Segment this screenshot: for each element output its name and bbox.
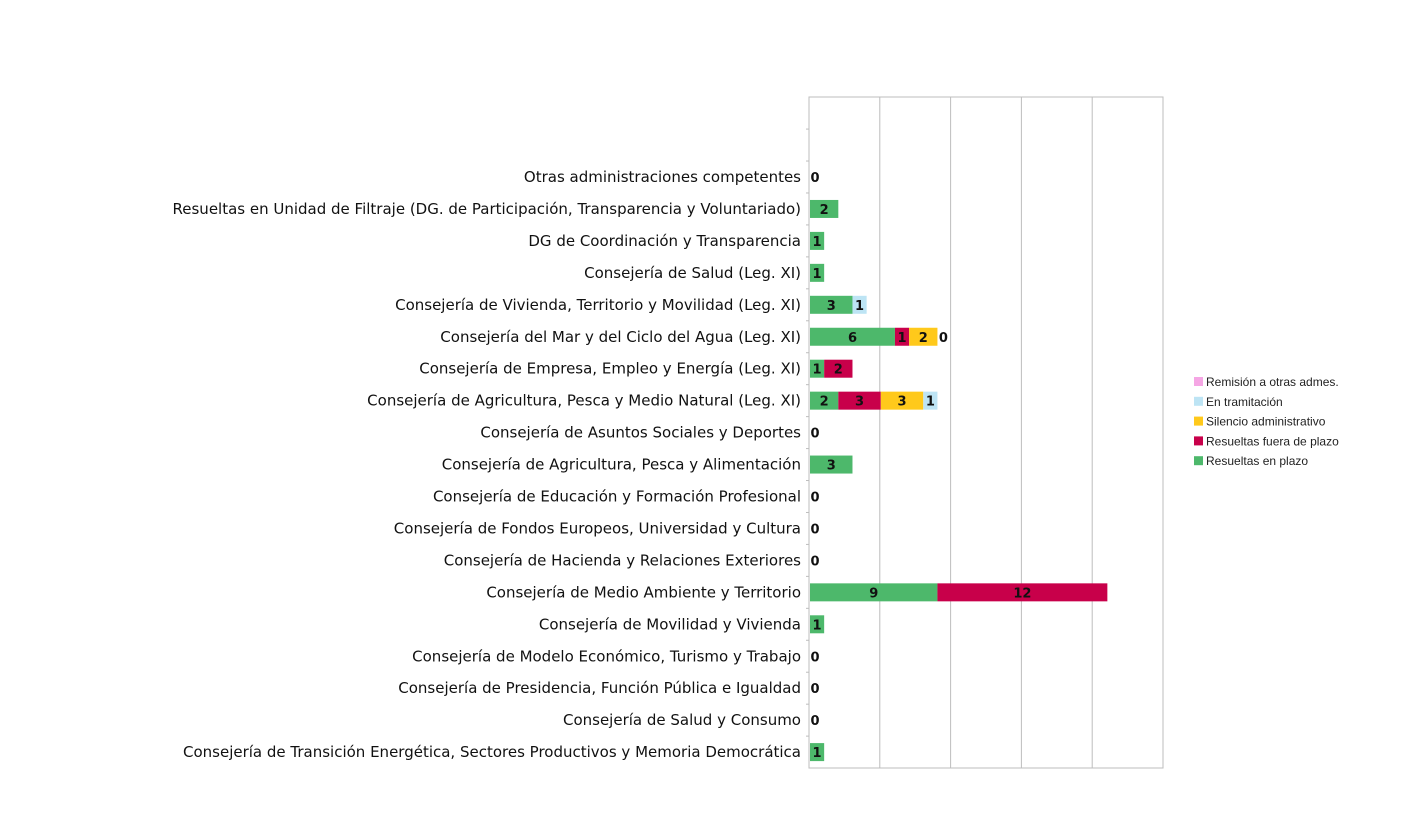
category-label: Consejería de Transición Energética, Sec… <box>183 743 801 761</box>
bar-segment <box>810 295 853 314</box>
bar-segment <box>810 455 853 474</box>
data-label: 3 <box>855 395 864 410</box>
category-label: Consejería de Fondos Europeos, Universid… <box>394 519 801 537</box>
category-labels: Otras administraciones competentes Resuel… <box>173 168 802 761</box>
data-label: 3 <box>898 395 907 410</box>
category-label: Consejería de Educación y Formación Prof… <box>433 488 801 506</box>
bar-segment <box>810 263 825 282</box>
data-label: 1 <box>926 395 935 410</box>
bar-segment <box>810 583 938 602</box>
grid <box>806 96 1164 769</box>
bar-segment <box>810 359 825 378</box>
data-label: 0 <box>810 650 819 665</box>
data-label: 0 <box>810 522 819 537</box>
data-label: 0 <box>810 491 819 506</box>
bar-segment <box>810 231 825 250</box>
data-label: 0 <box>810 171 819 186</box>
bar-segment <box>810 391 839 410</box>
category-label: Consejería de Agricultura, Pesca y Alime… <box>442 456 801 474</box>
data-label: 0 <box>810 714 819 729</box>
legend-swatch <box>1194 377 1203 386</box>
data-label: 1 <box>898 331 907 346</box>
data-label: 0 <box>810 427 819 442</box>
category-label: Consejería de Presidencia, Función Públi… <box>398 679 801 697</box>
data-label: 1 <box>813 267 822 282</box>
data-label: 1 <box>813 618 822 633</box>
bar-segment <box>909 327 938 346</box>
data-label: 2 <box>820 203 829 218</box>
bar-segment <box>937 583 1108 602</box>
bars <box>810 199 1108 762</box>
plot-frame <box>808 96 1164 769</box>
bar-segment <box>810 199 839 218</box>
bar-segment <box>810 327 895 346</box>
data-label: 1 <box>813 235 822 250</box>
bar-segment <box>810 743 825 762</box>
data-label: 2 <box>820 395 829 410</box>
data-label: 2 <box>834 363 843 378</box>
category-label: DG de Coordinación y Transparencia <box>528 232 801 250</box>
category-label: Otras administraciones competentes <box>524 168 801 186</box>
data-label: 0 <box>810 682 819 697</box>
data-label: 1 <box>813 363 822 378</box>
legend-label: Silencio administrativo <box>1206 415 1326 429</box>
legend-swatch <box>1194 456 1203 466</box>
category-label: Consejería de Agricultura, Pesca y Medio… <box>367 392 801 410</box>
data-label: 3 <box>827 299 836 314</box>
category-label: Consejería de Hacienda y Relaciones Exte… <box>444 551 801 569</box>
data-label: 2 <box>919 331 928 346</box>
bar-segment <box>824 359 853 378</box>
legend-label: Remisión a otras admes. <box>1206 375 1339 389</box>
legend-label: En tramitación <box>1206 395 1283 409</box>
data-label: 0 <box>939 331 948 346</box>
data-label: 1 <box>813 746 822 761</box>
category-label: Consejería de Modelo Económico, Turismo … <box>412 647 801 665</box>
category-label: Consejería de Asuntos Sociales y Deporte… <box>480 424 801 442</box>
bar-segment <box>810 615 825 634</box>
data-label: 3 <box>827 459 836 474</box>
bar-segment <box>923 391 938 410</box>
bar-segment <box>838 391 881 410</box>
legend: Remisión a otras admes. En tramitación Sil… <box>1194 375 1339 468</box>
data-label: 6 <box>848 331 857 346</box>
bar-segment <box>894 327 910 346</box>
bar-segment <box>852 295 867 314</box>
legend-swatch <box>1194 396 1203 406</box>
legend-label: Resueltas fuera de plazo <box>1206 434 1339 448</box>
category-label: Resueltas en Unidad de Filtraje (DG. de … <box>173 200 801 218</box>
category-label: Consejería de Movilidad y Vivienda <box>539 615 801 633</box>
data-label: 9 <box>869 586 878 601</box>
category-label: Consejería del Mar y del Ciclo del Agua … <box>440 328 801 346</box>
data-label: 1 <box>855 299 864 314</box>
category-label: Consejería de Salud y Consumo <box>563 711 801 729</box>
legend-swatch <box>1194 416 1203 426</box>
legend-swatch <box>1194 436 1203 446</box>
category-label: Consejería de Empresa, Empleo y Energía … <box>419 360 801 378</box>
category-label: Consejería de Medio Ambiente y Territori… <box>486 583 801 601</box>
bar-segment <box>880 391 924 410</box>
legend-label: Resueltas en plazo <box>1206 454 1308 468</box>
data-label: 0 <box>810 554 819 569</box>
data-label: 12 <box>1013 586 1031 601</box>
category-label: Consejería de Salud (Leg. XI) <box>584 264 801 282</box>
category-label: Consejería de Vivienda, Territorio y Mov… <box>395 296 801 314</box>
